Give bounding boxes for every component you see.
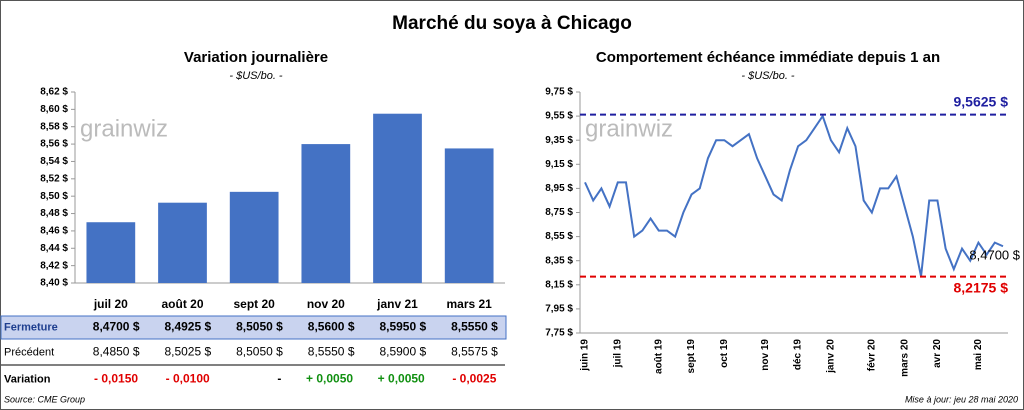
- bar: [444, 148, 494, 283]
- y-tick-label: 8,15 $: [545, 279, 573, 290]
- y-tick-label: 8,55 $: [545, 231, 573, 242]
- x-tick-label: nov 19: [760, 339, 771, 371]
- table-cell: 8,5050 $: [236, 345, 283, 359]
- x-tick-label: janv 20: [826, 339, 837, 374]
- source: Source: CME Group: [4, 394, 85, 404]
- y-tick-label: 8,44 $: [40, 243, 68, 254]
- y-tick-label: 8,56 $: [40, 139, 68, 150]
- value-label: 8,4700 $: [969, 248, 1020, 263]
- x-tick-label: janv 21: [376, 297, 418, 311]
- table-cell: 8,4700 $: [93, 320, 140, 334]
- y-tick-label: 8,48 $: [40, 208, 68, 219]
- x-tick-label: sept 20: [233, 297, 275, 311]
- reference-label: 9,5625 $: [954, 93, 1009, 109]
- table-cell: 8,5950 $: [379, 320, 426, 334]
- y-tick-label: 8,42 $: [40, 260, 68, 271]
- chart-title: Variation journalière: [184, 49, 328, 66]
- x-tick-label: févr 20: [867, 339, 878, 372]
- x-tick-label: août 19: [653, 339, 664, 374]
- y-tick-label: 7,95 $: [545, 304, 573, 315]
- y-tick-label: 8,58 $: [40, 121, 68, 132]
- y-tick-label: 9,15 $: [545, 159, 573, 170]
- table-cell: - 0,0025: [452, 372, 496, 386]
- line: [584, 113, 1004, 277]
- watermark: grainwiz: [585, 115, 673, 142]
- table-cell: 8,4925 $: [164, 320, 211, 334]
- table-cell: 8,5550 $: [451, 320, 498, 334]
- row-highlight: [0, 315, 507, 340]
- y-tick-label: 9,75 $: [545, 87, 573, 98]
- y-tick-label: 8,52 $: [40, 173, 68, 184]
- table-cell: + 0,0050: [378, 372, 425, 386]
- y-tick-label: 8,95 $: [545, 183, 573, 194]
- watermark: grainwiz: [80, 115, 168, 142]
- chart-subtitle: - $US/bo. -: [229, 70, 283, 82]
- x-tick-label: juin 19: [580, 339, 591, 372]
- y-tick-label: 8,50 $: [40, 191, 68, 202]
- x-tick-label: avr 20: [932, 339, 943, 368]
- x-tick-label: sept 19: [686, 339, 697, 374]
- y-tick-label: 8,46 $: [40, 226, 68, 237]
- y-tick-label: 8,35 $: [545, 255, 573, 266]
- page-title: Marché du soya à Chicago: [392, 13, 632, 34]
- x-tick-label: mars 20: [899, 339, 910, 377]
- y-tick-label: 8,60 $: [40, 104, 68, 115]
- table-cell: 8,5550 $: [308, 345, 355, 359]
- x-tick-label: oct 19: [719, 339, 730, 368]
- reference-label: 8,2175 $: [954, 279, 1009, 295]
- row-label: Variation: [4, 373, 51, 385]
- x-tick-label: août 20: [161, 297, 203, 311]
- row-label: Précédent: [4, 346, 54, 358]
- x-tick-label: déc 19: [793, 339, 804, 371]
- table-cell: - 0,0150: [94, 372, 138, 386]
- x-tick-label: mai 20: [973, 339, 984, 371]
- row-label: Fermeture: [4, 321, 58, 333]
- table-cell: 8,5025 $: [164, 345, 211, 359]
- y-tick-label: 7,75 $: [545, 328, 573, 339]
- bar: [373, 113, 422, 283]
- bar: [86, 222, 136, 283]
- y-tick-label: 8,54 $: [40, 156, 68, 167]
- chart-subtitle: - $US/bo. -: [741, 70, 795, 82]
- table-cell: + 0,0050: [306, 372, 353, 386]
- bar: [229, 191, 279, 283]
- table-cell: - 0,0100: [166, 372, 210, 386]
- table-cell: 8,5600 $: [308, 320, 355, 334]
- table-cell: -: [277, 372, 281, 386]
- y-tick-label: 9,35 $: [545, 135, 573, 146]
- table-cell: 8,4850 $: [93, 345, 140, 359]
- chart-title: Comportement échéance immédiate depuis 1…: [596, 49, 940, 66]
- x-tick-label: juil 20: [93, 297, 128, 311]
- bar: [158, 202, 207, 283]
- y-tick-label: 8,62 $: [40, 87, 68, 98]
- y-tick-label: 8,40 $: [40, 278, 68, 289]
- x-tick-label: mars 21: [446, 297, 492, 311]
- table-cell: 8,5050 $: [236, 320, 283, 334]
- table-cell: 8,5575 $: [451, 345, 498, 359]
- x-tick-label: juil 19: [612, 339, 623, 369]
- y-tick-label: 9,55 $: [545, 111, 573, 122]
- table-cell: 8,5900 $: [379, 345, 426, 359]
- updated: Mise à jour: jeu 28 mai 2020: [905, 394, 1018, 404]
- y-tick-label: 8,75 $: [545, 207, 573, 218]
- bar: [301, 144, 351, 283]
- x-tick-label: nov 20: [307, 297, 345, 311]
